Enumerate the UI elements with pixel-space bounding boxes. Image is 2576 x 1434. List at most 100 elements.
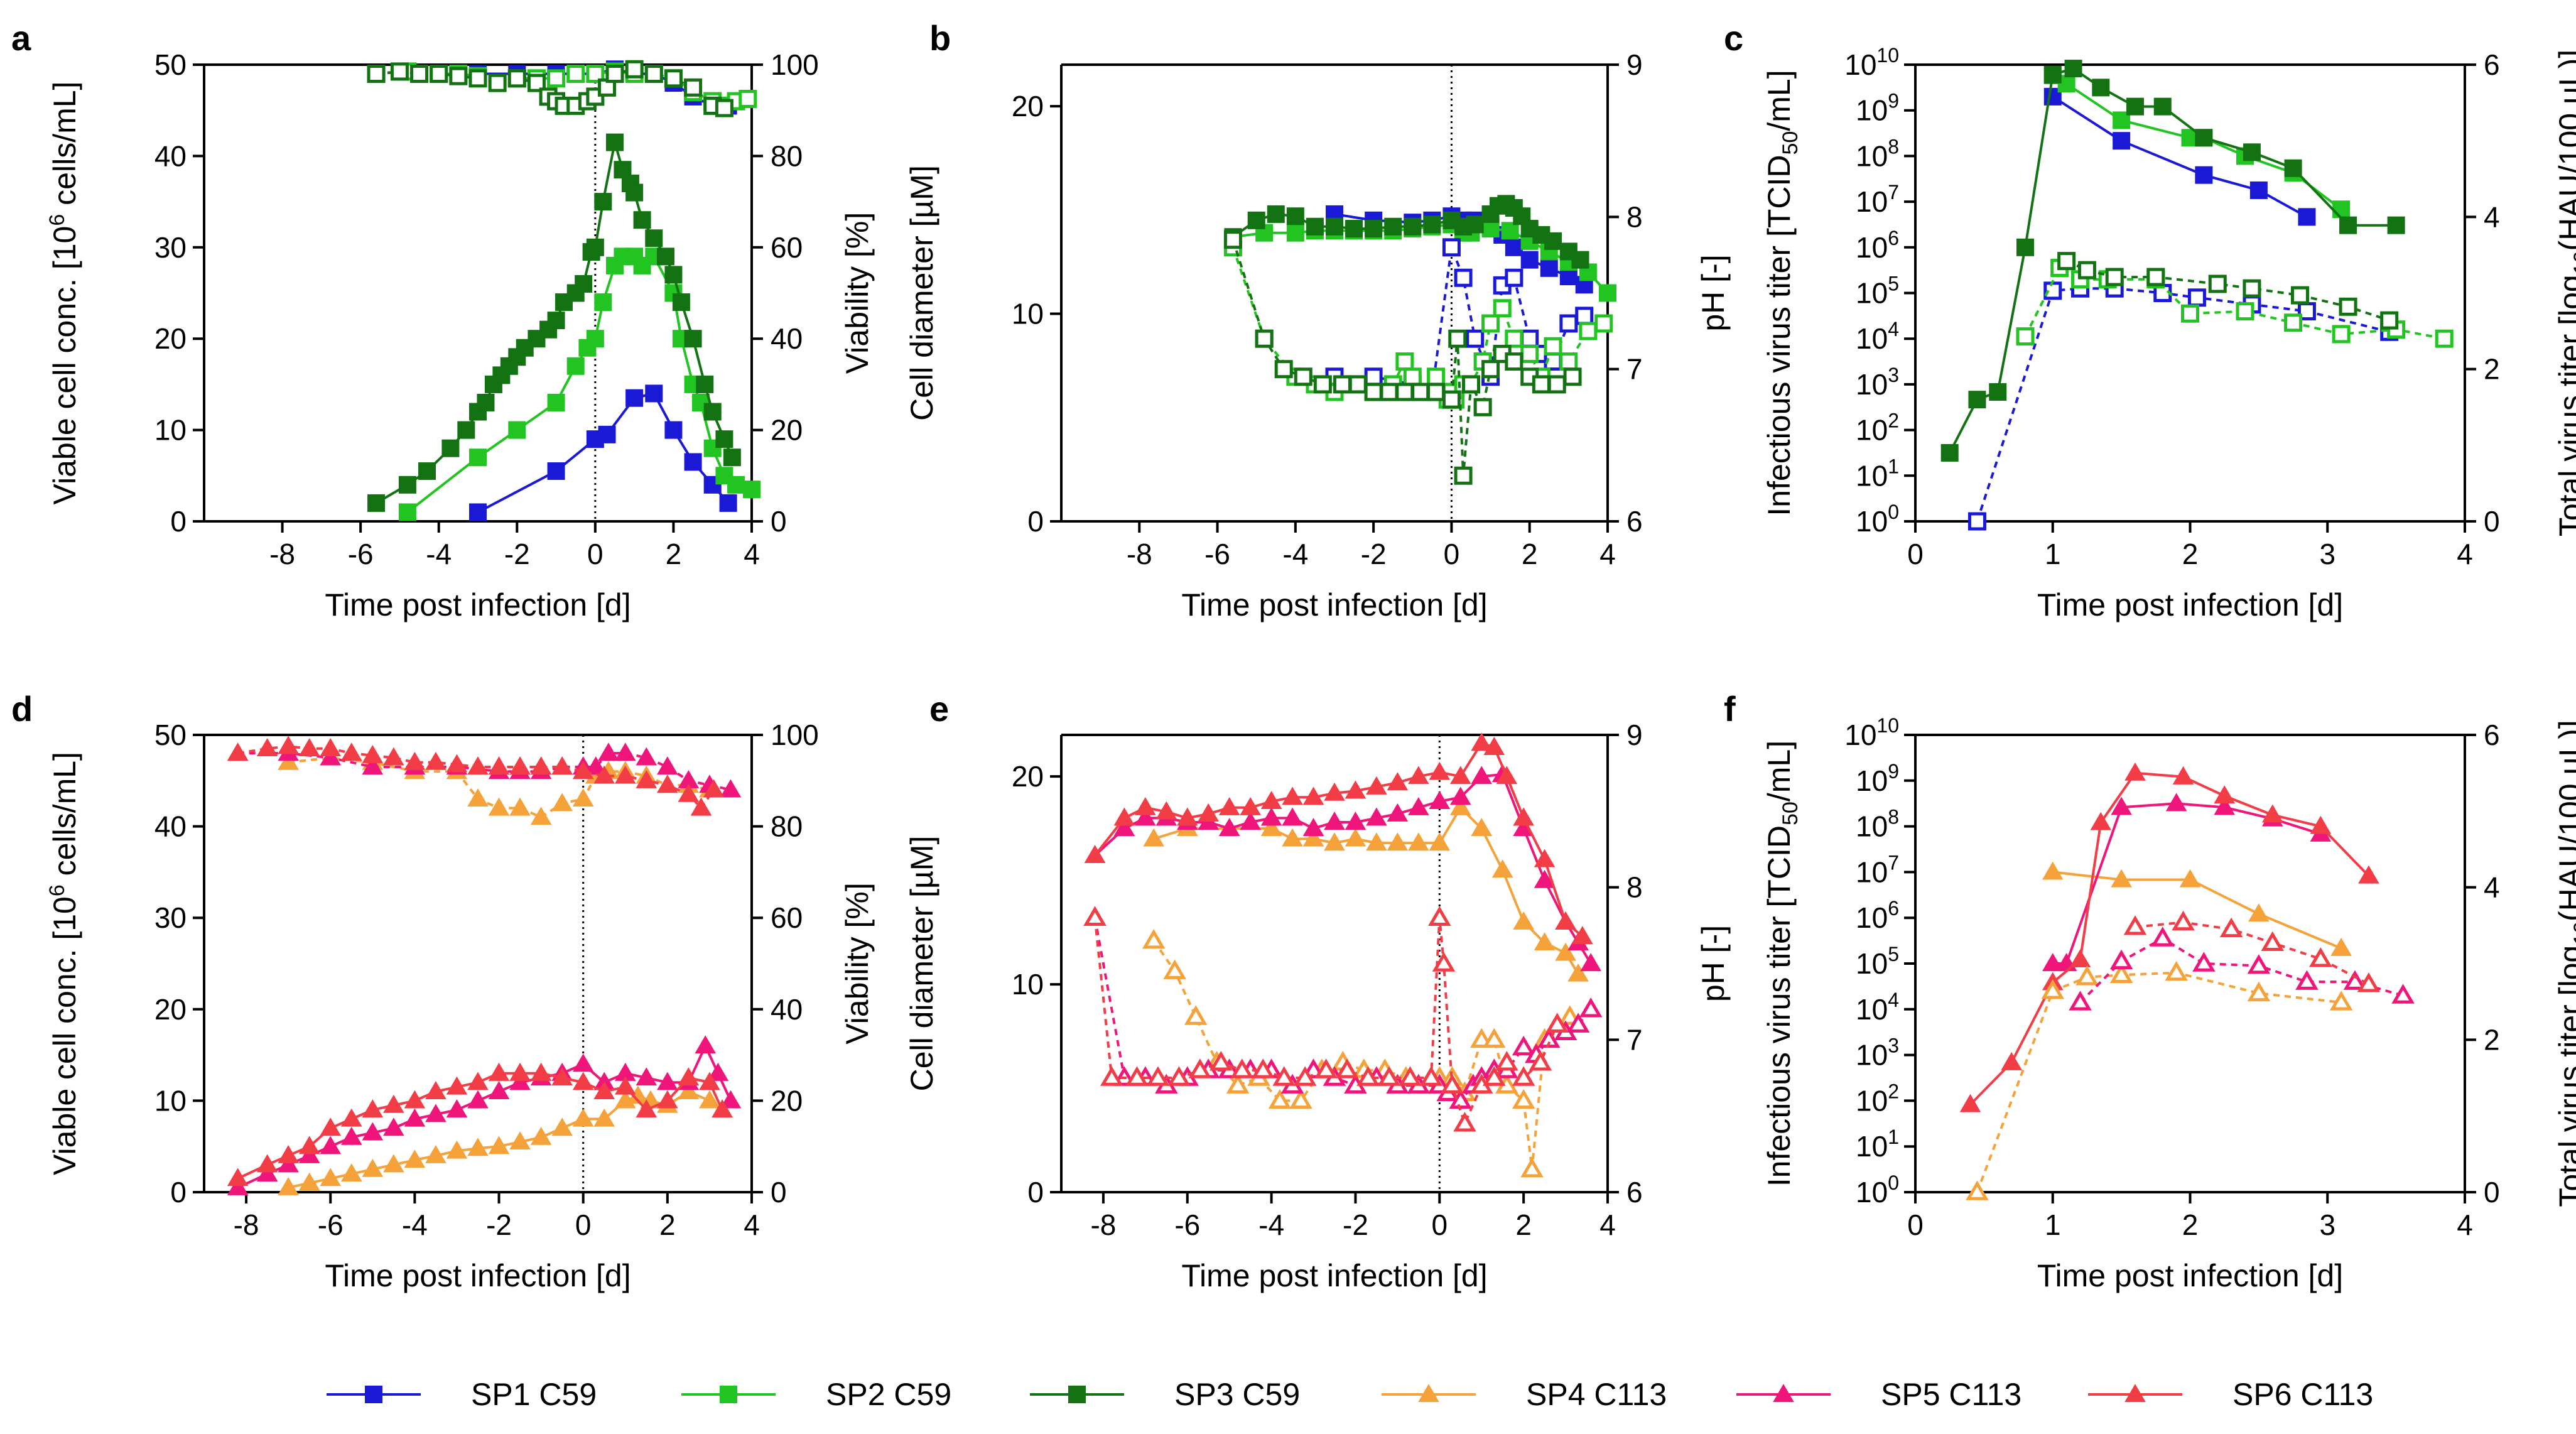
data-point (551, 1067, 573, 1086)
data-point (1520, 344, 1539, 363)
data-point (425, 1144, 446, 1163)
data-point (1345, 812, 1366, 830)
data-point (446, 1140, 468, 1159)
data-point (1260, 807, 1282, 826)
legend-item-sp2: SP2 C59 (681, 1377, 951, 1412)
series-sp6-right (1959, 762, 2379, 1112)
y-left-tick-label: 103 (1856, 364, 1899, 401)
data-point (593, 1108, 615, 1127)
data-point (488, 756, 510, 775)
data-point (256, 1154, 278, 1173)
y-left-tick-label: 101 (1856, 1126, 1899, 1163)
data-point (551, 756, 573, 775)
data-point (1314, 1058, 1338, 1078)
y-left-tick-label: 1010 (1844, 714, 1899, 751)
data-point (1966, 1180, 1989, 1200)
data-point (1481, 220, 1500, 238)
data-point (340, 742, 362, 761)
data-point (1501, 222, 1519, 240)
data-point (1113, 807, 1135, 826)
y-right-tick-label: 0 (771, 1176, 787, 1209)
data-point (572, 1053, 594, 1072)
data-point (320, 747, 342, 766)
data-point (1544, 337, 1562, 356)
data-point (1483, 1028, 1506, 1048)
y-right-axis-label: pH [-] (1696, 925, 1731, 1002)
data-point (1448, 329, 1467, 348)
series-sp3-right (367, 60, 733, 117)
data-point (1967, 512, 1986, 531)
data-point (278, 1176, 299, 1195)
data-point (1481, 314, 1500, 333)
data-point (715, 430, 733, 448)
data-point (1555, 911, 1576, 930)
data-point (598, 742, 619, 761)
data-point (720, 1090, 742, 1109)
data-point (2126, 97, 2144, 116)
data-point (256, 1163, 278, 1181)
data-point (1364, 383, 1383, 401)
x-axis-label: Time post infection [d] (2037, 587, 2343, 622)
data-point (551, 1117, 573, 1136)
data-point (2309, 947, 2332, 967)
y-left-tick-label: 100 (1856, 1171, 1899, 1209)
y-left-axis-label: Cell diameter [µM] (904, 836, 939, 1092)
x-tick-label: 4 (744, 1209, 760, 1241)
data-point (1534, 849, 1556, 867)
data-point (1188, 1058, 1212, 1078)
panel-letter: b (929, 18, 951, 58)
data-point (1387, 832, 1409, 851)
data-point (404, 1108, 426, 1127)
x-axis-label: Time post infection [d] (325, 1258, 630, 1293)
data-point (2181, 304, 2199, 323)
legend-marker (2124, 1384, 2146, 1403)
data-point (2069, 949, 2091, 968)
data-point (1423, 215, 1441, 234)
legend-item-sp1: SP1 C59 (327, 1377, 597, 1412)
y-left-tick-label: 0 (1027, 505, 1044, 538)
data-point (593, 765, 615, 784)
x-axis-label: Time post infection [d] (325, 587, 630, 622)
data-point (227, 1176, 249, 1195)
y-right-tick-label: 40 (771, 322, 803, 355)
data-point (2172, 766, 2194, 785)
data-point (1579, 322, 1598, 340)
data-point (1366, 832, 1387, 851)
x-tick-label: 2 (659, 1209, 676, 1241)
y-left-tick-label: 40 (154, 139, 187, 172)
data-point (340, 1108, 362, 1127)
y-right-tick-label: 2 (2484, 1023, 2500, 1056)
data-point (2284, 313, 2303, 332)
y-right-tick-label: 100 (771, 719, 819, 751)
data-point (2391, 984, 2415, 1004)
legend-item-sp5: SP5 C113 (1736, 1377, 2021, 1412)
data-point (2214, 796, 2236, 815)
data-point (1520, 251, 1539, 269)
data-point (1429, 791, 1451, 810)
data-point (383, 1094, 404, 1113)
data-point (1143, 828, 1165, 847)
data-point (1113, 818, 1135, 837)
data-point (320, 738, 342, 756)
data-point (509, 1131, 531, 1150)
data-point (1302, 818, 1324, 837)
y-left-tick-label: 105 (1856, 273, 1899, 310)
data-point (469, 448, 487, 467)
data-point (488, 1081, 510, 1099)
legend-item-sp6: SP6 C113 (2088, 1377, 2373, 1412)
data-point (636, 1099, 658, 1118)
data-point (1491, 859, 1513, 878)
data-point (1267, 205, 1285, 223)
data-point (2153, 97, 2172, 116)
y-right-tick-label: 4 (2484, 871, 2500, 904)
data-point (566, 65, 585, 84)
data-point (1544, 232, 1562, 250)
y-right-tick-label: 0 (771, 505, 787, 538)
legend-label: SP1 C59 (471, 1377, 597, 1412)
data-point (1559, 352, 1578, 371)
data-point (1441, 1073, 1464, 1094)
series-line (237, 745, 715, 810)
data-point (1083, 906, 1107, 926)
data-point (1495, 1051, 1518, 1071)
